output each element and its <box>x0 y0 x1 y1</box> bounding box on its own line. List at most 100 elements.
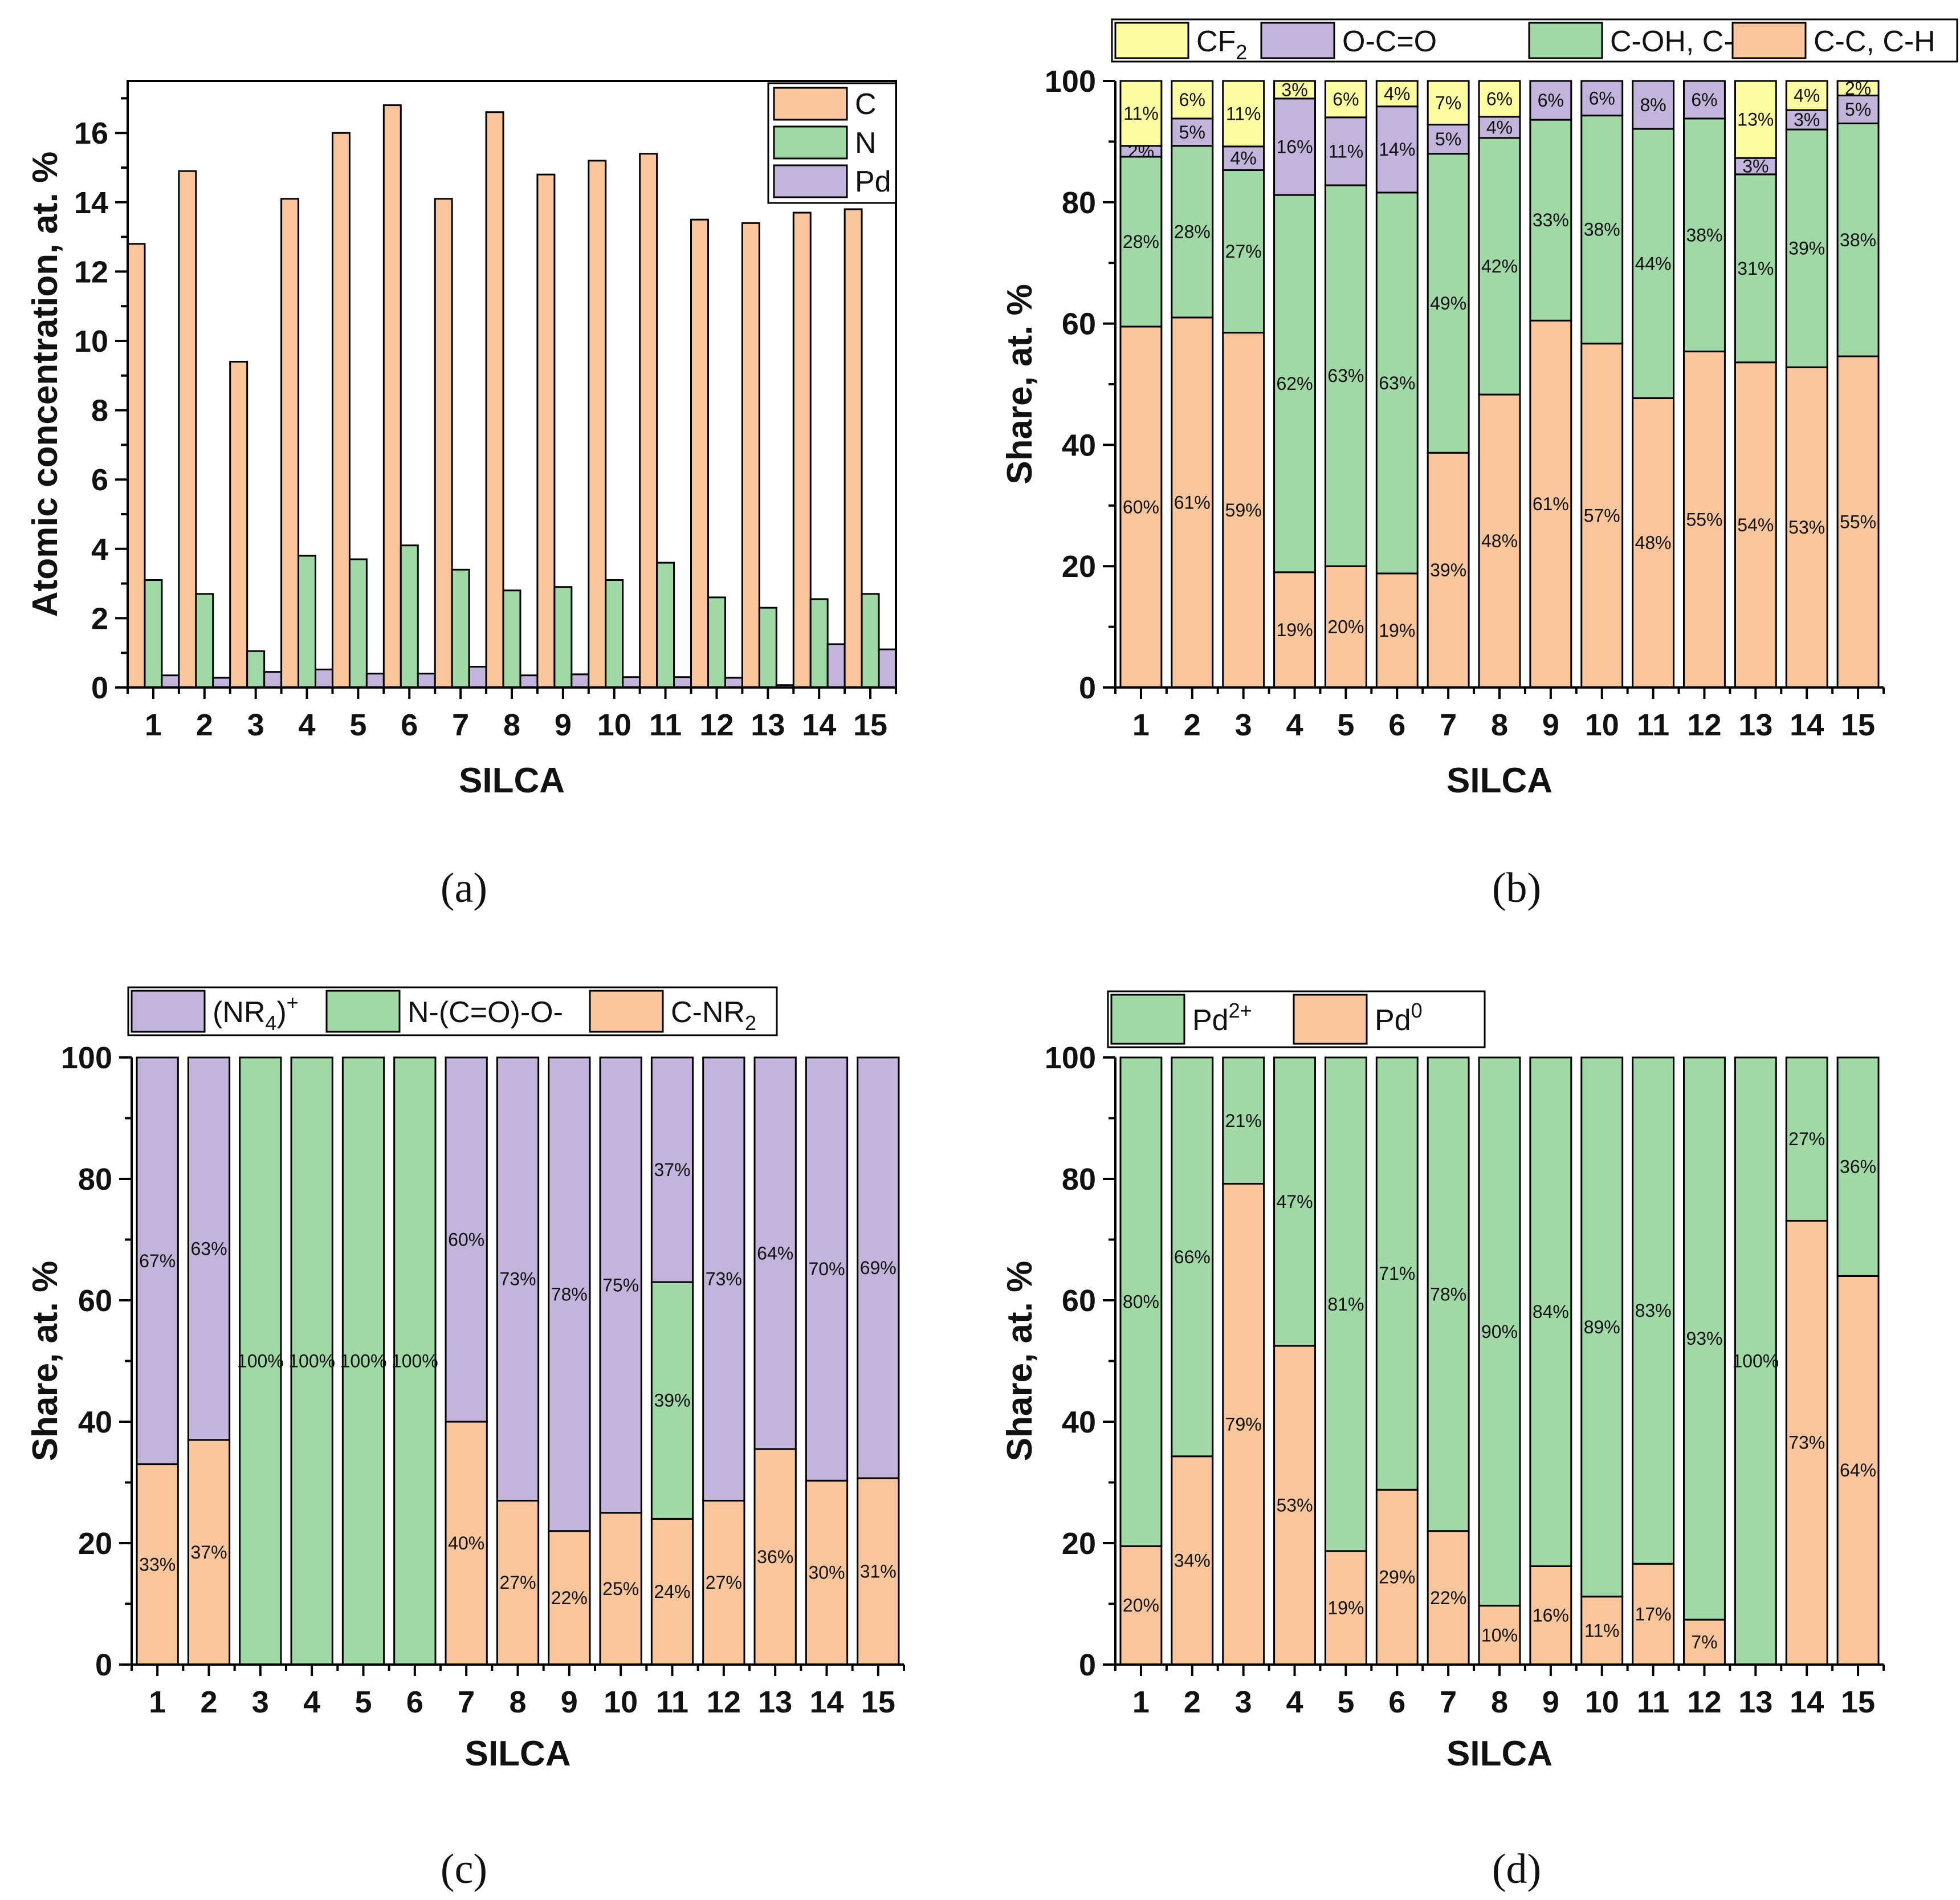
bar-a-C-8 <box>485 111 504 689</box>
y-tick-label-a-12: 12 <box>74 255 108 289</box>
x-tick-label-b-1: 1 <box>1132 708 1150 742</box>
chart-c-nitrogen-share: 33%67%37%63%100% 100% 100% 100%40%60%27%73%… <box>26 986 905 1893</box>
legend-label-superscript: 0 <box>1411 999 1423 1022</box>
segment-label-d-Pd2+-10: 89% <box>1584 1317 1620 1337</box>
segment-label-b-O-C=O-14: 3% <box>1794 109 1820 130</box>
bar-a-Pd-8 <box>519 674 539 689</box>
bar-d-Pd0-3 <box>1222 1183 1265 1666</box>
segment-label-d-Pd2+-11: 83% <box>1635 1300 1672 1321</box>
bar-b-C-OH, C-O-C-15 <box>1836 122 1880 357</box>
x-tick-label-c-1: 1 <box>149 1685 166 1719</box>
segment-label-c-C-NR2-2: 37% <box>190 1542 227 1563</box>
legend-label-superscript: 2+ <box>1229 999 1252 1022</box>
legend-label-d-0: Pd2+ <box>1192 999 1252 1037</box>
y-axis-title-a: Atomic concentration, at. % <box>26 152 65 617</box>
bar-a-Pd-2 <box>212 677 231 689</box>
bar-d-Pd2+-3 <box>1222 1056 1265 1185</box>
segment-label-b-C-OH, C-O-C-2: 28% <box>1174 221 1211 242</box>
segment-label-b-C-C, C-H-10: 57% <box>1584 505 1620 526</box>
x-tick-label-c-9: 9 <box>561 1685 578 1719</box>
bar-b-C-OH, C-O-C-5 <box>1324 184 1367 567</box>
x-tick-label-d-6: 6 <box>1388 1685 1405 1719</box>
bar-c-N-(C=O)-O--11 <box>650 1281 694 1520</box>
bar-a-Pd-3 <box>263 671 283 689</box>
y-tick-label-a-16: 16 <box>74 116 108 150</box>
bar-d-Pd2+-10 <box>1580 1056 1624 1598</box>
x-tick-label-c-8: 8 <box>509 1685 526 1719</box>
segment-label-b-C-C, C-H-6: 19% <box>1379 620 1415 641</box>
bar-b-CF2-1 <box>1119 80 1163 147</box>
bar-b-C-C, C-H-3 <box>1222 332 1265 689</box>
segment-label-b-O-C=O-13: 3% <box>1742 156 1769 176</box>
bar-a-C-14 <box>792 211 812 689</box>
segment-label-b-O-C=O-11: 8% <box>1640 95 1666 115</box>
legend-swatch-c-1 <box>325 990 401 1033</box>
segment-label-d-Pd2+-3: 21% <box>1225 1110 1262 1131</box>
bar-b-C-OH, C-O-C-11 <box>1632 128 1675 399</box>
bar-c-C-NR2-9 <box>548 1530 591 1666</box>
legend-label-superscript: + <box>287 991 299 1014</box>
segment-label-c-N-(C=O)-O--3: 100% <box>237 1351 284 1372</box>
y-tick-label-b-80: 80 <box>1062 186 1096 220</box>
segment-label-d-Pd0-4: 53% <box>1277 1495 1313 1515</box>
bar-a-Pd-12 <box>724 677 743 689</box>
bar-c-(NR4)+-1 <box>136 1056 179 1466</box>
segment-label-b-C-OH, C-O-C-14: 39% <box>1788 238 1825 259</box>
x-tick-label-a-15: 15 <box>853 708 887 742</box>
bar-a-C-3 <box>229 360 248 689</box>
bar-c-(NR4)+-2 <box>187 1056 231 1441</box>
y-axis-title-d: Share, at. % <box>1000 1261 1040 1461</box>
y-tick-label-c-60: 60 <box>78 1284 112 1318</box>
x-tick-label-c-11: 11 <box>656 1685 688 1719</box>
segment-label-b-CF2-2: 6% <box>1179 89 1205 110</box>
x-tick-label-d-8: 8 <box>1491 1685 1508 1719</box>
bar-b-O-C=O-6 <box>1375 105 1419 194</box>
bar-d-Pd2+-4 <box>1273 1056 1316 1347</box>
segment-label-b-C-C, C-H-13: 54% <box>1737 515 1774 535</box>
legend-label-subscript: 2 <box>745 1011 756 1035</box>
legend-box-c <box>127 986 778 1036</box>
segment-label-d-Pd0-14: 73% <box>1788 1433 1825 1453</box>
bar-b-C-OH, C-O-C-6 <box>1375 192 1419 575</box>
segment-label-b-C-C, C-H-3: 59% <box>1225 500 1262 520</box>
bar-a-N-1 <box>144 579 163 689</box>
y-tick-label-c-100: 100 <box>61 1041 112 1075</box>
segment-label-b-O-C=O-5: 11% <box>1329 141 1364 161</box>
x-tick-label-d-5: 5 <box>1337 1685 1354 1719</box>
y-tick-label-d-20: 20 <box>1062 1527 1096 1561</box>
segment-label-b-C-OH, C-O-C-7: 49% <box>1430 293 1466 314</box>
y-tick-label-a-8: 8 <box>91 394 108 428</box>
bar-c-(NR4)+-12 <box>702 1056 745 1502</box>
y-tick-label-b-60: 60 <box>1062 307 1096 341</box>
bar-a-N-4 <box>298 555 317 689</box>
bar-a-N-14 <box>809 598 829 689</box>
x-tick-label-c-4: 4 <box>303 1685 320 1719</box>
y-tick-label-b-100: 100 <box>1045 64 1096 99</box>
segment-label-c-C-NR2-10: 25% <box>602 1578 639 1599</box>
bar-b-CF2-7 <box>1427 80 1470 126</box>
segment-label-d-Pd2+-7: 78% <box>1430 1284 1466 1304</box>
x-tick-label-a-6: 6 <box>401 708 418 742</box>
legend-label-c-2: C-NR2 <box>671 996 756 1035</box>
legend-label-subscript: 2 <box>1236 40 1247 64</box>
bar-b-CF2-5 <box>1324 80 1367 119</box>
bar-d-Pd2+-9 <box>1529 1056 1572 1567</box>
segment-label-d-Pd2+-14: 27% <box>1788 1129 1825 1149</box>
bar-a-Pd-14 <box>826 643 846 689</box>
segment-label-b-CF2-4: 3% <box>1281 79 1307 100</box>
bar-d-Pd2+-1 <box>1119 1056 1163 1547</box>
segment-label-c-(NR4)+-8: 73% <box>499 1269 536 1289</box>
bar-a-N-15 <box>861 593 880 689</box>
segment-label-b-O-C=O-12: 6% <box>1691 89 1717 110</box>
segment-label-b-C-C, C-H-5: 20% <box>1327 617 1364 637</box>
segment-label-c-C-NR2-9: 22% <box>551 1588 588 1608</box>
bar-d-Pd2+-5 <box>1324 1056 1367 1552</box>
y-axis-title-c: Share, at. % <box>26 1261 65 1461</box>
segment-label-d-Pd2+-15: 36% <box>1840 1157 1876 1177</box>
y-tick-label-a-10: 10 <box>74 324 108 359</box>
bar-b-C-OH, C-O-C-13 <box>1734 173 1777 364</box>
x-tick-label-c-15: 15 <box>861 1685 895 1719</box>
bar-b-CF2-4 <box>1273 80 1316 100</box>
legend-swatch-b-0 <box>1114 22 1189 59</box>
segment-label-b-C-OH, C-O-C-8: 42% <box>1481 256 1518 276</box>
